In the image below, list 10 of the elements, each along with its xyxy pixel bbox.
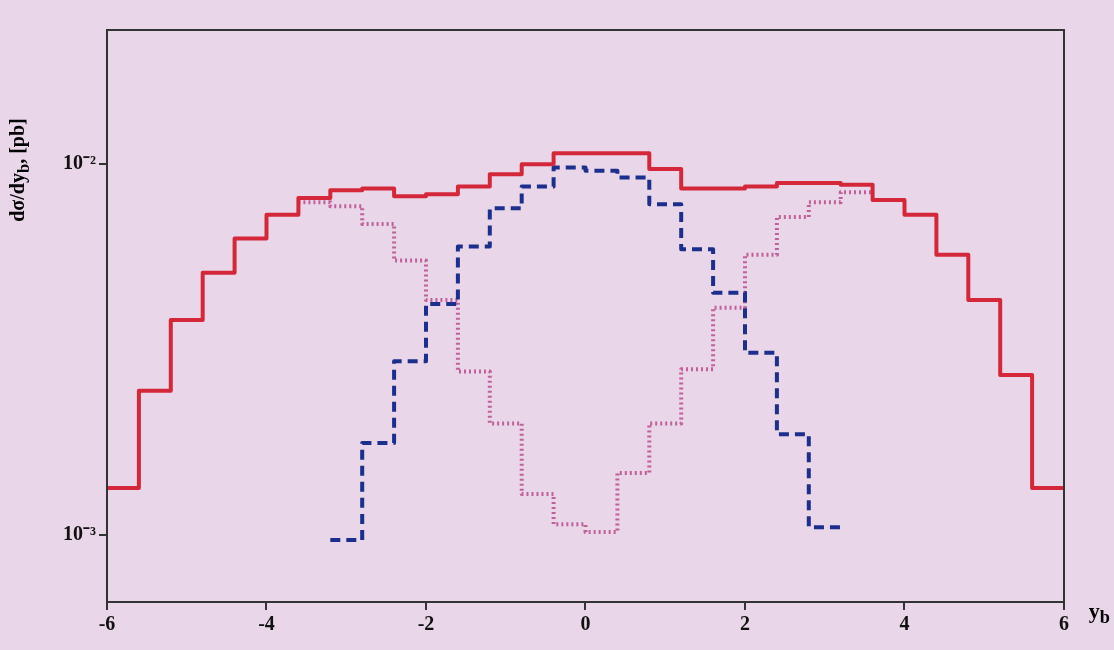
x-tick-label: 0 (580, 612, 591, 635)
x-axis-title: y$_{b}$ (1088, 597, 1110, 628)
y-tick-label: 10⁻² (63, 151, 96, 174)
x-tick-label: -4 (258, 612, 275, 635)
x-tick-label: -6 (98, 612, 116, 635)
x-tick-label: -2 (417, 612, 435, 635)
x-tick-label: 6 (1059, 612, 1069, 635)
x-tick-label: 2 (740, 612, 750, 635)
x-tick-label: 4 (899, 612, 910, 635)
y-tick-label: 10⁻³ (63, 522, 96, 545)
